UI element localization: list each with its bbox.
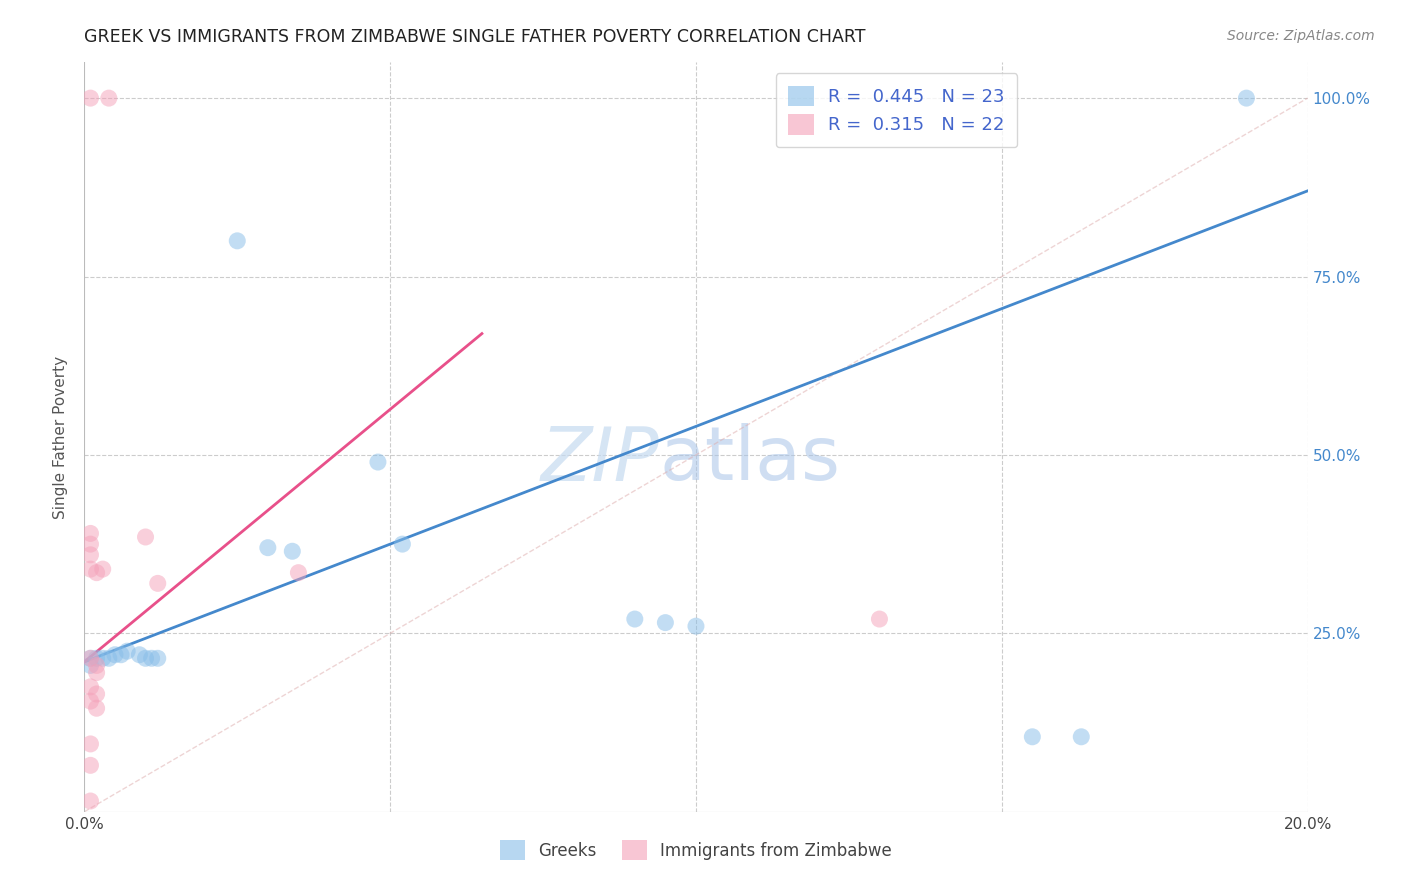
Text: Source: ZipAtlas.com: Source: ZipAtlas.com (1227, 29, 1375, 43)
Point (86, 665, 108, 680)
Point (91, 651, 114, 665)
Point (115, 644, 138, 658)
Point (128, 648, 150, 662)
Point (79, 737, 101, 751)
Point (685, 619, 707, 633)
Point (97, 91, 120, 105)
Point (79, 548, 101, 562)
Point (287, 566, 309, 580)
Point (1236, 91, 1258, 105)
Text: ZIP: ZIP (540, 424, 659, 496)
Point (79, 526, 101, 541)
Point (367, 455, 389, 469)
Point (79, 694, 101, 708)
Point (79, 794, 101, 808)
Point (135, 530, 157, 544)
Point (146, 651, 169, 665)
Point (86, 658, 108, 673)
Point (391, 537, 413, 551)
Point (79, 680, 101, 694)
Point (869, 612, 891, 626)
Point (97, 651, 120, 665)
Point (624, 612, 647, 626)
Point (79, 758, 101, 772)
Point (1021, 730, 1043, 744)
Point (1070, 730, 1092, 744)
Y-axis label: Single Father Poverty: Single Father Poverty (53, 356, 69, 518)
Point (86, 687, 108, 701)
Text: atlas: atlas (659, 423, 841, 496)
Point (141, 651, 163, 665)
Text: GREEK VS IMMIGRANTS FROM ZIMBABWE SINGLE FATHER POVERTY CORRELATION CHART: GREEK VS IMMIGRANTS FROM ZIMBABWE SINGLE… (84, 28, 866, 45)
Legend: Greeks, Immigrants from Zimbabwe: Greeks, Immigrants from Zimbabwe (494, 833, 898, 867)
Point (79, 658, 101, 673)
Point (226, 234, 249, 248)
Point (91, 562, 114, 576)
Point (281, 544, 304, 558)
Point (86, 651, 108, 665)
Point (135, 651, 157, 665)
Point (146, 576, 169, 591)
Point (104, 648, 127, 662)
Point (257, 541, 280, 555)
Point (79, 91, 101, 105)
Point (86, 566, 108, 580)
Point (79, 651, 101, 665)
Point (79, 537, 101, 551)
Point (654, 615, 676, 630)
Point (110, 648, 132, 662)
Point (79, 562, 101, 576)
Point (86, 701, 108, 715)
Point (79, 651, 101, 665)
